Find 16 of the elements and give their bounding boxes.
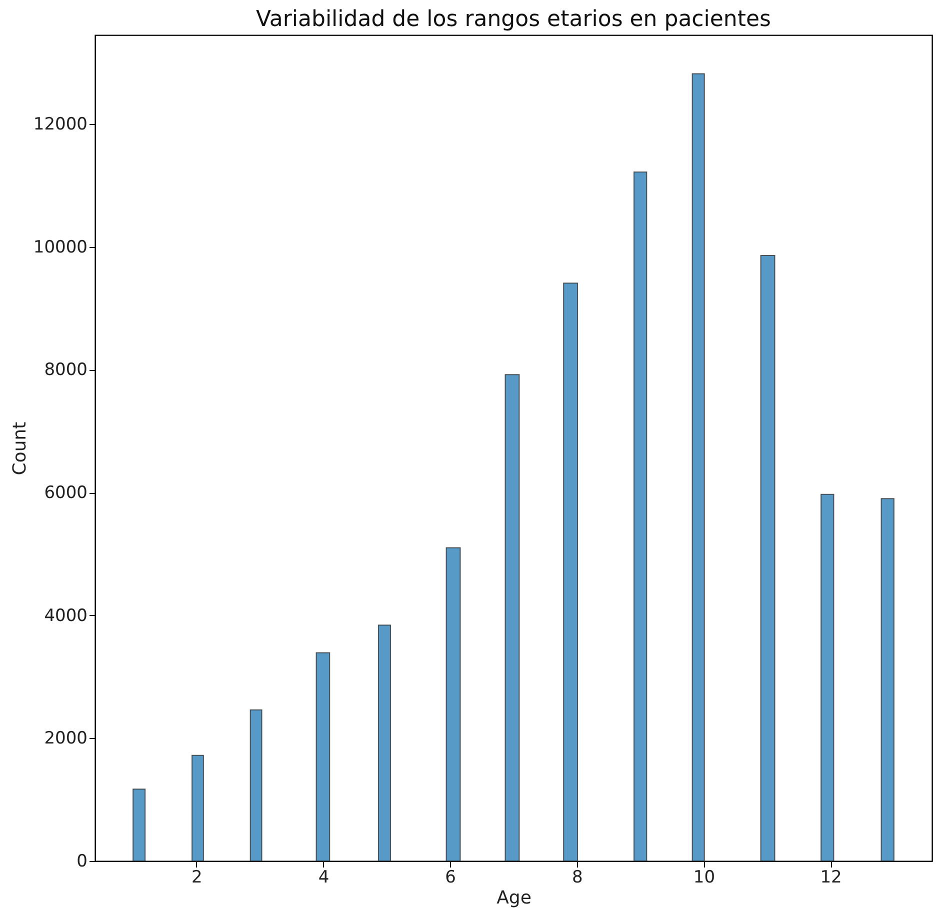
y-tick-label: 2000 xyxy=(44,728,88,749)
x-axis-title: Age xyxy=(496,888,532,908)
x-tick-label: 6 xyxy=(445,868,456,888)
chart-title: Variabilidad de los rangos etarios en pacientes xyxy=(256,7,771,32)
y-tick-label: 4000 xyxy=(44,606,88,626)
y-tick-label: 8000 xyxy=(44,360,88,380)
x-tick-label: 8 xyxy=(572,868,583,888)
y-axis-title: Count xyxy=(9,422,30,476)
y-tick-label: 0 xyxy=(76,852,88,872)
x-tick-label: 12 xyxy=(820,868,842,888)
y-tick-label: 6000 xyxy=(44,483,88,504)
y-tick-label: 10000 xyxy=(33,237,88,258)
y-tick-label: 12000 xyxy=(33,114,88,135)
x-tick-label: 4 xyxy=(318,868,330,888)
x-tick-label: 2 xyxy=(192,868,202,888)
x-tick-label: 10 xyxy=(693,868,716,888)
